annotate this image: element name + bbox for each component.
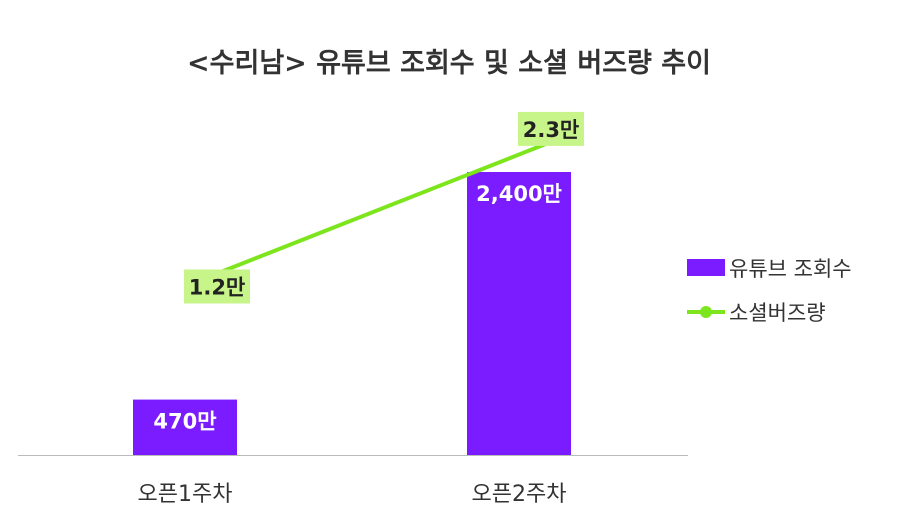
bar-1 bbox=[133, 399, 237, 455]
line-value-label: 1.2만 bbox=[189, 275, 246, 299]
line-label-bg bbox=[518, 111, 584, 146]
bar-value-label: 470만 bbox=[153, 410, 216, 434]
bar-value-label: 2,400만 bbox=[476, 182, 562, 206]
legend-line-marker bbox=[700, 306, 712, 318]
legend-bar-swatch bbox=[687, 259, 725, 276]
legend-line-label: 소셜버즈량 bbox=[729, 301, 826, 325]
chart-title: <수리남> 유튜브 조회수 및 소셜 버즈량 추이 bbox=[187, 48, 711, 79]
legend-bar-label: 유튜브 조회수 bbox=[729, 257, 852, 281]
line-social-buzz bbox=[215, 139, 553, 276]
line-value-label: 2.3만 bbox=[523, 118, 580, 142]
bar-2 bbox=[467, 172, 571, 455]
line-label-bg bbox=[184, 269, 250, 304]
x-tick-label: 오픈1주차 bbox=[138, 482, 233, 507]
x-tick-label: 오픈2주차 bbox=[472, 482, 567, 507]
